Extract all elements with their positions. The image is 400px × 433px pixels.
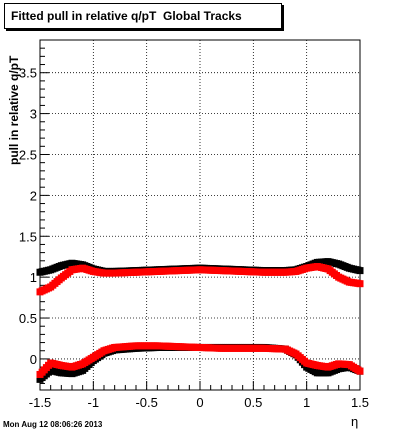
y-tick-label: 0	[30, 352, 37, 367]
y-tick-label: 3.5	[19, 66, 37, 81]
y-axis-label: pull in relative q/pT	[7, 55, 21, 165]
x-axis-label: η	[351, 414, 359, 429]
series-1	[36, 263, 364, 296]
y-tick-label: 2.5	[19, 147, 37, 162]
timestamp: Mon Aug 12 08:06:26 2013	[3, 420, 103, 429]
y-tick-label: 0.5	[19, 311, 37, 326]
x-tick-label: -1	[88, 395, 100, 410]
series-3	[36, 342, 364, 378]
x-tick-label: 1	[303, 395, 310, 410]
tick-labels: -1.5 -1 -0.5 0 0.5 1 1.5 0 0.5 1 1.5 2 2.5 3 3.5	[19, 66, 369, 410]
grid	[39, 40, 361, 390]
x-tick-label: 0.5	[244, 395, 262, 410]
chart-title: Fitted pull in relative q/pT Global Trac…	[11, 9, 242, 23]
x-tick-label: 0	[196, 395, 203, 410]
x-tick-label: 1.5	[351, 395, 369, 410]
y-tick-label: 2	[30, 188, 37, 203]
x-tick-label: -1.5	[29, 395, 51, 410]
title-box: Fitted pull in relative q/pT Global Trac…	[4, 3, 282, 29]
y-tick-label: 3	[30, 107, 37, 122]
x-tick-label: -0.5	[135, 395, 157, 410]
data-point	[356, 280, 364, 288]
data-point	[356, 367, 364, 375]
y-tick-label: 1	[30, 270, 37, 285]
data-point	[356, 267, 364, 275]
y-tick-label: 1.5	[19, 229, 37, 244]
data-markers	[36, 258, 364, 383]
axes	[39, 39, 361, 391]
